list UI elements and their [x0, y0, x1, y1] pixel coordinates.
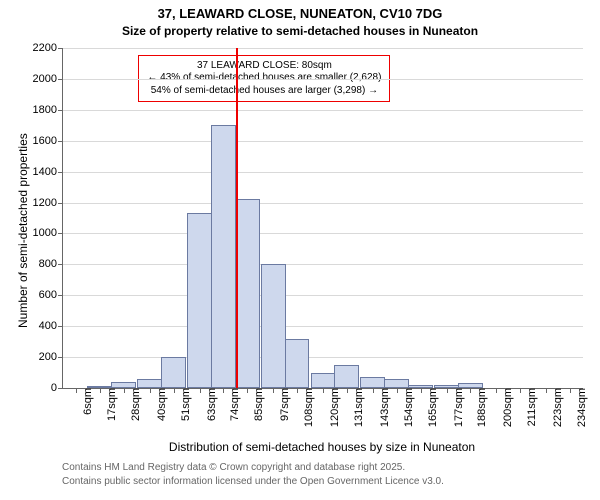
xtick-mark: [150, 388, 151, 393]
xtick-mark: [347, 388, 348, 393]
xtick-label: 143sqm: [377, 388, 391, 427]
ytick-label: 200: [39, 351, 63, 363]
xtick-mark: [247, 388, 248, 393]
annotation-line3: 54% of semi-detached houses are larger (…: [147, 85, 381, 98]
histogram-bar: [384, 379, 409, 388]
ytick-label: 800: [39, 258, 63, 270]
histogram-bar: [235, 199, 260, 388]
gridline: [63, 326, 583, 327]
ytick-label: 1200: [33, 197, 63, 209]
xtick-mark: [174, 388, 175, 393]
histogram-bar: [187, 213, 212, 388]
x-axis-label: Distribution of semi-detached houses by …: [62, 440, 582, 454]
ytick-label: 1600: [33, 135, 63, 147]
ytick-label: 1400: [33, 166, 63, 178]
xtick-mark: [496, 388, 497, 393]
xtick-mark: [223, 388, 224, 393]
xtick-label: 188sqm: [474, 388, 488, 427]
ytick-label: 400: [39, 320, 63, 332]
xtick-mark: [470, 388, 471, 393]
ytick-label: 1000: [33, 227, 63, 239]
histogram-bar: [211, 125, 236, 388]
xtick-label: 63sqm: [204, 388, 218, 421]
xtick-mark: [323, 388, 324, 393]
histogram-bar: [261, 264, 286, 388]
xtick-mark: [447, 388, 448, 393]
ytick-label: 2200: [33, 42, 63, 54]
xtick-mark: [273, 388, 274, 393]
xtick-label: 17sqm: [104, 388, 118, 421]
chart-container: 37, LEAWARD CLOSE, NUNEATON, CV10 7DG Si…: [0, 0, 600, 500]
chart-title-line2: Size of property relative to semi-detach…: [0, 24, 600, 38]
histogram-bar: [161, 357, 186, 388]
xtick-mark: [76, 388, 77, 393]
plot-area: 37 LEAWARD CLOSE: 80sqm ← 43% of semi-de…: [62, 48, 583, 389]
xtick-label: 6sqm: [80, 388, 94, 415]
xtick-mark: [100, 388, 101, 393]
xtick-mark: [520, 388, 521, 393]
histogram-bar: [311, 373, 336, 388]
xtick-label: 234sqm: [574, 388, 588, 427]
ytick-label: 2000: [33, 73, 63, 85]
xtick-label: 200sqm: [500, 388, 514, 427]
chart-title-line1: 37, LEAWARD CLOSE, NUNEATON, CV10 7DG: [0, 6, 600, 21]
gridline: [63, 172, 583, 173]
reference-line: [236, 48, 238, 388]
xtick-label: 223sqm: [550, 388, 564, 427]
gridline: [63, 233, 583, 234]
xtick-label: 74sqm: [227, 388, 241, 421]
gridline: [63, 79, 583, 80]
y-axis-label: Number of semi-detached properties: [16, 133, 30, 328]
xtick-label: 85sqm: [251, 388, 265, 421]
xtick-label: 97sqm: [277, 388, 291, 421]
xtick-mark: [200, 388, 201, 393]
xtick-mark: [421, 388, 422, 393]
xtick-label: 28sqm: [128, 388, 142, 421]
xtick-mark: [397, 388, 398, 393]
gridline: [63, 141, 583, 142]
xtick-label: 177sqm: [451, 388, 465, 427]
xtick-label: 108sqm: [301, 388, 315, 427]
gridline: [63, 295, 583, 296]
xtick-label: 120sqm: [327, 388, 341, 427]
xtick-label: 211sqm: [524, 388, 538, 426]
xtick-mark: [297, 388, 298, 393]
histogram-bar: [285, 339, 310, 388]
ytick-label: 600: [39, 289, 63, 301]
ytick-label: 0: [51, 382, 63, 394]
histogram-bar: [360, 377, 385, 388]
histogram-bar: [334, 365, 359, 388]
xtick-label: 131sqm: [351, 388, 365, 427]
gridline: [63, 357, 583, 358]
xtick-mark: [546, 388, 547, 393]
xtick-label: 154sqm: [401, 388, 415, 427]
xtick-mark: [124, 388, 125, 393]
histogram-bar: [137, 379, 162, 388]
ytick-label: 1800: [33, 104, 63, 116]
annotation-line1: 37 LEAWARD CLOSE: 80sqm: [147, 60, 381, 73]
footnote-line2: Contains public sector information licen…: [62, 476, 444, 487]
footnote-line1: Contains HM Land Registry data © Crown c…: [62, 462, 405, 473]
xtick-mark: [570, 388, 571, 393]
gridline: [63, 110, 583, 111]
xtick-mark: [373, 388, 374, 393]
xtick-label: 40sqm: [154, 388, 168, 421]
xtick-label: 165sqm: [425, 388, 439, 427]
gridline: [63, 264, 583, 265]
gridline: [63, 48, 583, 49]
gridline: [63, 203, 583, 204]
xtick-label: 51sqm: [178, 388, 192, 421]
